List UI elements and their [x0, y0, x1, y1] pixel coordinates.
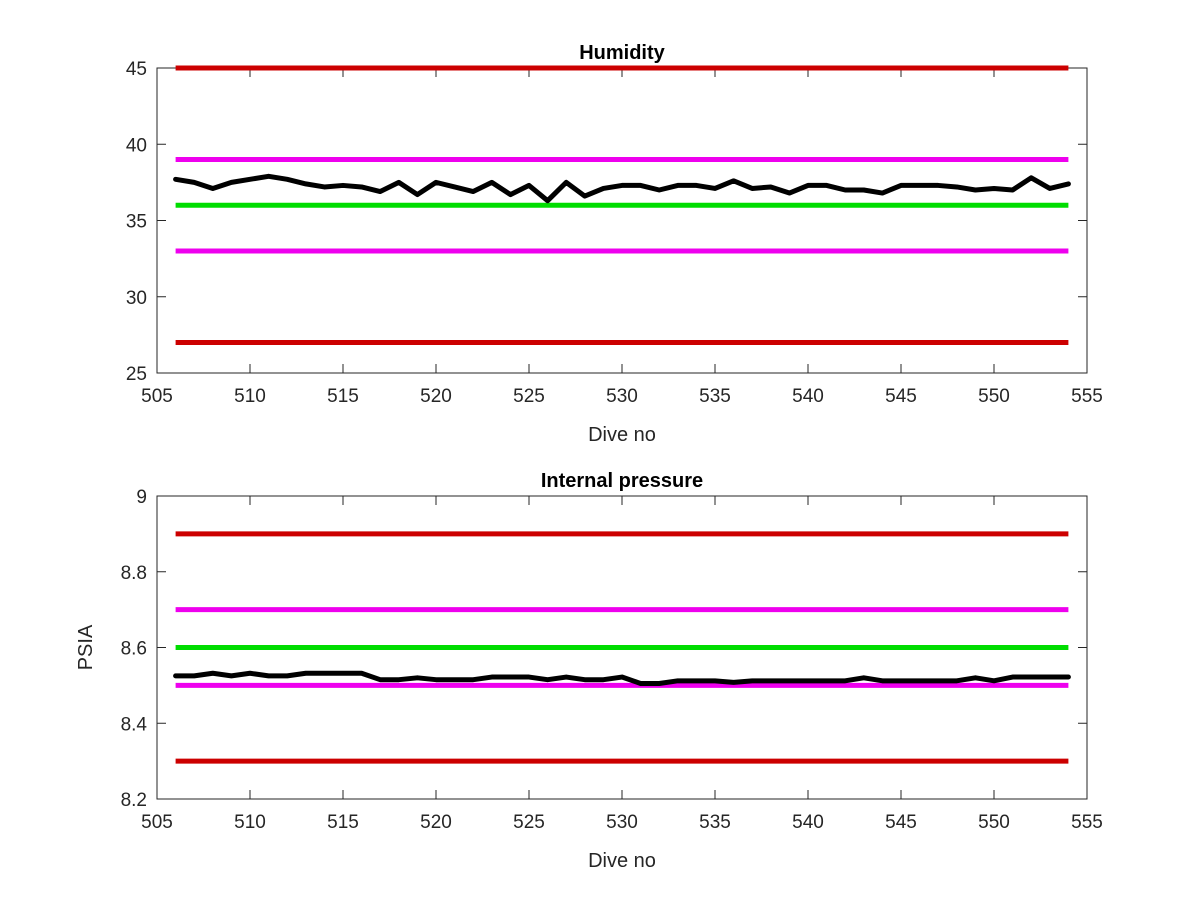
x-tick-label: 520 — [420, 386, 452, 407]
series-line — [173, 670, 1071, 686]
plot-area — [156, 67, 1088, 374]
y-tick-label: 8.2 — [121, 790, 147, 811]
x-tick-label: 540 — [792, 386, 824, 407]
x-tick-label: 505 — [141, 386, 173, 407]
x-tick-label: 545 — [885, 386, 917, 407]
x-tick-label: 510 — [234, 386, 266, 407]
x-tick-label: 515 — [327, 386, 359, 407]
y-tick-label: 8.8 — [121, 563, 147, 584]
x-tick-label: 540 — [792, 812, 824, 833]
x-tick-label: 530 — [606, 812, 638, 833]
y-axis-label: PSIA — [75, 624, 97, 670]
y-tick-label: 8.6 — [121, 639, 147, 660]
x-tick-label: 525 — [513, 386, 545, 407]
x-tick-label: 510 — [234, 812, 266, 833]
y-tick-label: 25 — [126, 364, 147, 385]
x-tick-label: 555 — [1071, 812, 1103, 833]
x-tick-label: 530 — [606, 386, 638, 407]
x-axis-label: Dive no — [588, 424, 656, 446]
x-tick-label: 550 — [978, 386, 1010, 407]
x-tick-label: 520 — [420, 812, 452, 833]
y-tick-label: 8.4 — [121, 714, 148, 735]
y-tick-label: 30 — [126, 288, 147, 309]
y-tick-label: 9 — [136, 487, 147, 508]
x-tick-label: 535 — [699, 386, 731, 407]
x-tick-label: 515 — [327, 812, 359, 833]
x-tick-label: 550 — [978, 812, 1010, 833]
series-line — [173, 173, 1071, 204]
chart-title: Humidity — [579, 42, 665, 64]
x-tick-label: 505 — [141, 812, 173, 833]
x-tick-label: 535 — [699, 812, 731, 833]
chart-title: Internal pressure — [541, 470, 703, 492]
x-tick-label: 525 — [513, 812, 545, 833]
y-tick-label: 40 — [126, 135, 147, 156]
chart-1: 505 510 515 520 525 530 535 540 545 550 555 25 30 35 4… — [126, 42, 1103, 446]
y-tick-label: 35 — [126, 212, 147, 233]
y-tick-label: 45 — [126, 59, 147, 80]
chart-2: 505 510 515 520 525 530 535 540 545 550 555 8.2 8.4 8… — [75, 470, 1103, 872]
x-axis-label: Dive no — [588, 850, 656, 872]
x-tick-label: 555 — [1071, 386, 1103, 407]
x-tick-label: 545 — [885, 812, 917, 833]
